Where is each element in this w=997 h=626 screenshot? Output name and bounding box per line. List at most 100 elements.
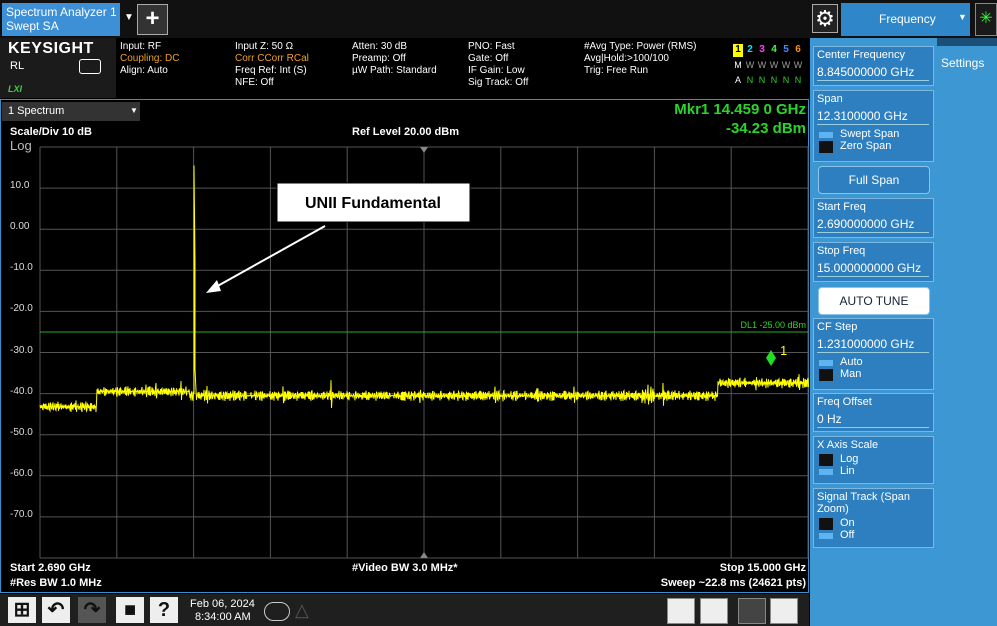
status-text: Preamp: Off — [352, 53, 406, 64]
key-value: 2.690000000 GHz — [817, 216, 929, 233]
video-bandwidth: #Video BW 3.0 MHz* — [352, 562, 458, 574]
status-text: Input Z: 50 Ω — [235, 41, 294, 52]
time: 8:34:00 AM — [195, 611, 251, 623]
busy-indicator: ✳ — [975, 3, 997, 36]
trace-detector: N — [758, 75, 766, 85]
y-axis-label: -60.0 — [10, 467, 33, 479]
date: Feb 06, 2024 — [190, 598, 255, 610]
lxi-label: LXI — [8, 84, 23, 94]
menu-button[interactable]: Full Span — [818, 166, 930, 194]
menu-button[interactable]: AUTO TUNE — [818, 287, 930, 315]
trace-detector: N — [746, 75, 754, 85]
trace-mode: W — [781, 60, 791, 70]
status-text: Trig: Free Run — [584, 65, 649, 76]
menu-key[interactable]: Signal Track (Span Zoom) On Off — [813, 488, 934, 548]
taskbar-tool[interactable] — [700, 598, 728, 624]
key-label: Freq Offset — [817, 396, 872, 408]
brand: KEYSIGHT — [8, 40, 94, 57]
option-label: On — [840, 517, 855, 529]
log-label: Log — [10, 138, 32, 153]
key-value: 12.3100000 GHz — [817, 108, 929, 125]
tab-dropdown[interactable]: ▼ — [124, 12, 134, 23]
option-label: Auto — [840, 356, 863, 368]
option-label: Lin — [840, 465, 855, 477]
trace-number[interactable]: 6 — [795, 44, 801, 55]
key-label: Span — [817, 93, 843, 105]
trace-number[interactable]: 3 — [759, 44, 765, 55]
option-indicator — [819, 141, 833, 153]
trace-mode: M — [734, 60, 742, 70]
analyzer-tab[interactable]: Spectrum Analyzer 1 Swept SA — [2, 3, 120, 36]
status-text: Corr CCorr RCal — [235, 53, 309, 64]
rl-label: RL — [10, 60, 25, 72]
y-axis-label: -20.0 — [10, 303, 33, 315]
y-axis-label: -40.0 — [10, 385, 33, 397]
menu-key[interactable]: Stop Freq 15.000000000 GHz — [813, 242, 934, 282]
taskbar-icon[interactable]: ? — [150, 597, 178, 623]
trace-mode: W — [769, 60, 779, 70]
menu-key[interactable]: Center Frequency 8.845000000 GHz — [813, 46, 934, 86]
display-icon[interactable] — [79, 59, 101, 74]
status-text: Sig Track: Off — [468, 77, 529, 88]
taskbar-icon[interactable]: ↷ — [78, 597, 106, 623]
status-text: µW Path: Standard — [352, 65, 437, 76]
option-label: Off — [840, 529, 855, 541]
marker-frequency: Mkr1 14.459 0 GHz — [674, 101, 806, 118]
menu-key[interactable]: CF Step 1.231000000 GHz Auto Man — [813, 318, 934, 390]
status-text: NFE: Off — [235, 77, 274, 88]
option-label: Swept Span — [840, 128, 900, 140]
menu-key[interactable]: Freq Offset 0 Hz — [813, 393, 934, 432]
status-text: PNO: Fast — [468, 41, 515, 52]
trace-detector: N — [782, 75, 790, 85]
mode-button[interactable]: Frequency — [841, 3, 970, 36]
key-value: 1.231000000 GHz — [817, 336, 929, 353]
keyboard-icon[interactable] — [264, 602, 290, 621]
trace-number[interactable]: 5 — [783, 44, 789, 55]
ref-level: Ref Level 20.00 dBm — [352, 126, 459, 138]
warning-icon[interactable]: △ — [295, 600, 309, 620]
sweep-time: Sweep ~22.8 ms (24621 pts) — [660, 577, 806, 589]
trace-number[interactable]: 2 — [747, 44, 753, 55]
taskbar-tool[interactable] — [738, 598, 766, 624]
trace-mode: W — [745, 60, 755, 70]
status-text: Freq Ref: Int (S) — [235, 65, 307, 76]
key-label: Stop Freq — [817, 245, 866, 257]
taskbar-tool[interactable] — [770, 598, 798, 624]
settings-gear[interactable]: ⚙ — [812, 4, 838, 33]
key-label: Start Freq — [817, 201, 866, 213]
option-label: Man — [840, 368, 862, 380]
y-axis-label: -70.0 — [10, 508, 33, 520]
option-indicator — [819, 357, 833, 369]
key-value: 0 Hz — [817, 411, 929, 428]
menu-key[interactable]: Span 12.3100000 GHz Swept Span Zero Span — [813, 90, 934, 162]
taskbar-icon[interactable]: ■ — [116, 597, 144, 623]
taskbar-icon[interactable]: ⊞ — [8, 597, 36, 623]
taskbar-tool[interactable] — [667, 598, 695, 624]
status-text: #Avg Type: Power (RMS) — [584, 41, 697, 52]
status-text: Gate: Off — [468, 53, 509, 64]
option-indicator — [819, 454, 833, 466]
option-label: Log — [840, 453, 859, 465]
stop-frequency: Stop 15.000 GHz — [719, 562, 806, 574]
tab-title: Spectrum Analyzer 1 — [6, 5, 117, 19]
key-value: 8.845000000 GHz — [817, 64, 929, 81]
window-title[interactable]: 1 Spectrum — [2, 102, 140, 121]
brand-panel — [0, 38, 116, 98]
menu-key[interactable]: Start Freq 2.690000000 GHz — [813, 198, 934, 238]
status-text: Input: RF — [120, 41, 162, 52]
trace-mode: W — [757, 60, 767, 70]
settings-tab[interactable]: Settings — [937, 46, 997, 626]
trace-detector: A — [734, 75, 741, 85]
taskbar-icon[interactable]: ↶ — [42, 597, 70, 623]
key-value: 15.000000000 GHz — [817, 260, 929, 277]
mode-dropdown[interactable]: ▼ — [958, 12, 967, 22]
trace-number[interactable]: 4 — [771, 44, 777, 55]
status-text: Atten: 30 dB — [352, 41, 408, 52]
window-dropdown[interactable]: ▼ — [130, 106, 138, 115]
y-axis-label: 10.0 — [10, 180, 30, 192]
trace-number[interactable]: 1 — [733, 44, 743, 57]
menu-key[interactable]: X Axis Scale Log Lin — [813, 436, 934, 484]
y-axis-label: -50.0 — [10, 426, 33, 438]
add-button[interactable]: + — [137, 4, 168, 35]
